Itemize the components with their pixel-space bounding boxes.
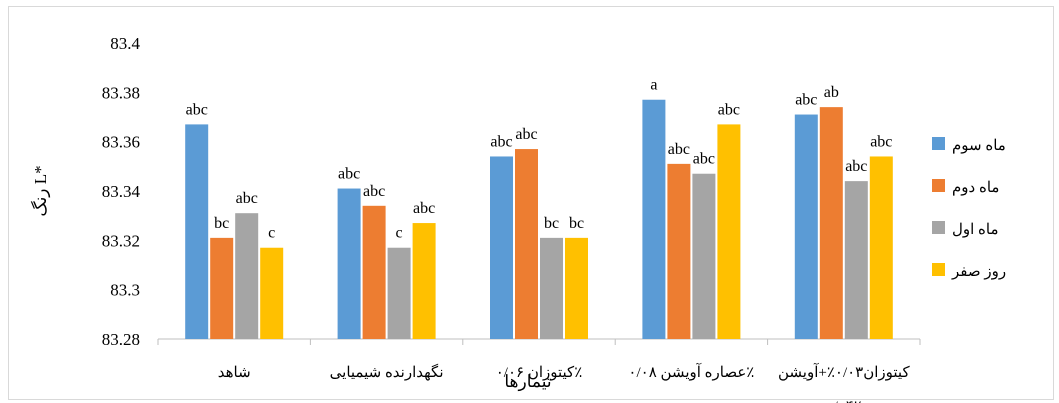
bar	[869, 156, 893, 339]
significance-label: abc	[515, 126, 537, 143]
bar	[362, 205, 386, 339]
significance-label: abc	[413, 200, 435, 217]
significance-label: bc	[214, 215, 229, 232]
bar	[235, 213, 259, 339]
bar	[642, 99, 666, 339]
significance-label: abc	[186, 101, 208, 118]
y-axis-title: رنگ L*	[30, 165, 51, 216]
bar	[819, 107, 843, 339]
bar	[387, 247, 411, 339]
bar	[490, 156, 513, 339]
bar	[692, 173, 716, 339]
y-axis-title-text: رنگ L*	[30, 165, 51, 216]
y-tick-labels: 83.28 83.3 83.32 83.34 83.36 83.38 83.4	[102, 34, 141, 349]
category-labels: شاهد نگهدارنده شیمیایی کیتوزان ۰/۰۶٪ عصاره …	[218, 363, 911, 403]
significance-label: a	[650, 77, 657, 94]
legend-swatch	[932, 137, 945, 150]
chart-frame	[8, 6, 1054, 400]
significance-label: bc	[544, 215, 559, 232]
legend-swatch	[932, 221, 945, 234]
y-tick-label: 83.32	[102, 231, 140, 250]
legend-swatch	[932, 263, 945, 276]
bar	[667, 163, 691, 339]
category-label: کیتوزان۰/۰۳٪+آویشن	[778, 363, 910, 381]
legend: ماه سوم ماه دوم ماه اول روز صفر	[932, 137, 1006, 280]
significance-label: abc	[845, 158, 867, 175]
bar	[337, 188, 361, 339]
category-label: کیتوزان ۰/۰۶٪	[496, 365, 583, 381]
significance-label: abc	[490, 133, 512, 150]
y-tick-label: 83.28	[102, 330, 140, 349]
significance-label: abc	[870, 133, 892, 150]
x-axis-title: تیمارها	[504, 372, 551, 392]
legend-label: ماه دوم	[952, 180, 999, 196]
significance-label: abc	[718, 101, 740, 118]
bars	[185, 99, 893, 340]
bar	[515, 149, 538, 339]
legend-label: ماه اول	[952, 222, 999, 238]
bar	[185, 124, 209, 340]
bar	[210, 237, 234, 339]
significance-label: bc	[569, 215, 584, 232]
significance-label: abc	[668, 141, 690, 158]
bar	[540, 237, 563, 339]
y-tick-label: 83.38	[102, 83, 140, 102]
bar	[565, 237, 588, 339]
y-tick-label: 83.34	[102, 182, 141, 201]
significance-label: abc	[338, 166, 360, 183]
bar	[794, 114, 818, 340]
legend-label: ماه سوم	[952, 138, 1006, 154]
y-tick-label: 83.36	[102, 133, 140, 152]
category-label: شاهد	[218, 365, 251, 381]
bar	[844, 181, 868, 339]
significance-label: abc	[795, 92, 817, 109]
x-axis	[157, 338, 921, 345]
significance-label: abc	[363, 183, 385, 200]
category-label: ۰/۰۴٪	[826, 399, 862, 403]
bar	[260, 247, 284, 339]
bar	[717, 124, 741, 340]
y-tick-label: 83.4	[110, 34, 140, 53]
y-tick-label: 83.3	[110, 281, 140, 300]
significance-label: c	[268, 225, 275, 242]
significance-label: ab	[824, 84, 839, 101]
bar	[412, 223, 436, 339]
significance-label: c	[396, 225, 403, 242]
significance-label: abc	[693, 151, 715, 168]
category-label: نگهدارنده شیمیایی	[330, 363, 444, 381]
category-label: عصاره آویشن ۰/۰۸٪	[628, 363, 754, 381]
legend-swatch	[932, 179, 945, 192]
legend-label: روز صفر	[951, 264, 1006, 280]
significance-label: abc	[236, 190, 258, 207]
